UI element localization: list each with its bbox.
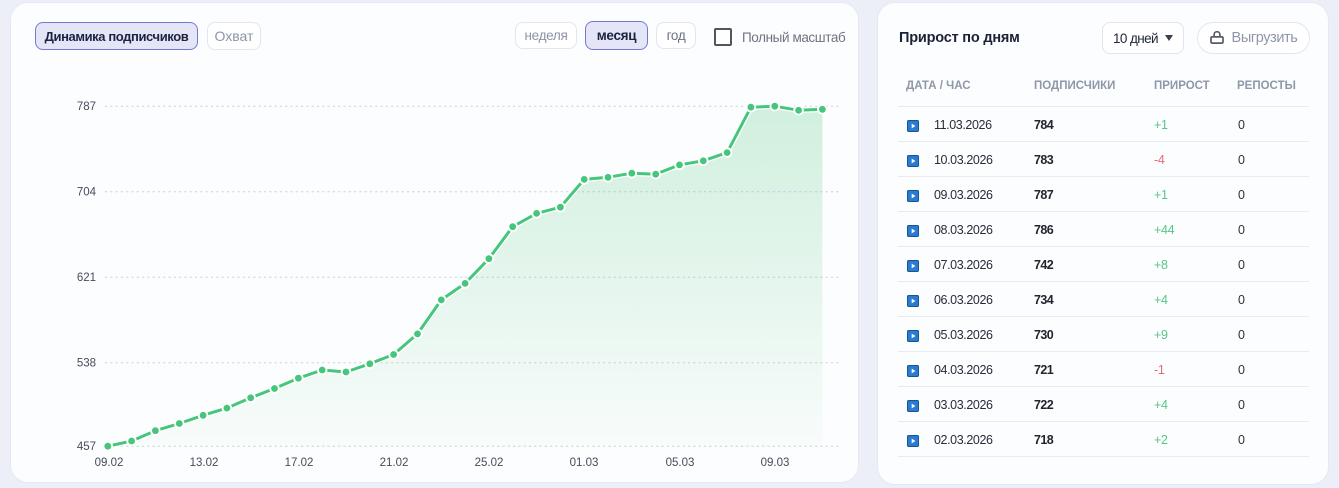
svg-text:25.02: 25.02: [475, 457, 504, 469]
svg-text:538: 538: [77, 358, 96, 370]
svg-text:704: 704: [77, 187, 97, 199]
svg-text:21.02: 21.02: [380, 457, 409, 469]
svg-text:05.03: 05.03: [666, 457, 695, 469]
svg-text:621: 621: [77, 272, 96, 284]
svg-text:17.02: 17.02: [285, 457, 314, 469]
svg-text:09.02: 09.02: [95, 457, 124, 469]
svg-text:13.02: 13.02: [190, 457, 219, 469]
svg-text:457: 457: [77, 441, 96, 453]
svg-text:787: 787: [77, 101, 96, 113]
svg-text:09.03: 09.03: [761, 457, 790, 469]
svg-text:01.03: 01.03: [570, 457, 599, 469]
